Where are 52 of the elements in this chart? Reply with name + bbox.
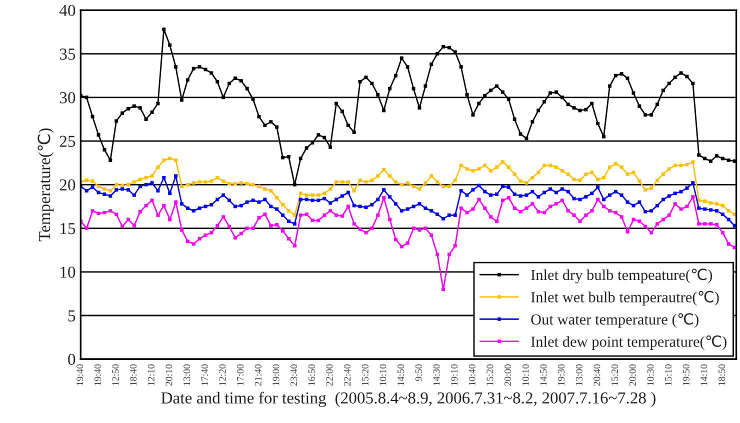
x-tick-label: 14:30	[433, 364, 440, 386]
x-tick-label: 10:30	[647, 364, 654, 386]
y-tick-label: 30	[60, 92, 76, 104]
x-tick-label: 10:10	[380, 364, 386, 386]
y-axis-title: Temperature(℃)	[38, 128, 54, 242]
legend-label: Inlet dew point temperature(℃)	[531, 335, 726, 350]
x-tick-label: 19:10	[451, 364, 458, 386]
x-tick-label: 12:10	[148, 364, 154, 386]
x-tick-label: 20:10	[166, 364, 172, 386]
x-axis-title: Date and time for testing (2005.8.4~8.9, 2006.7.31~8.2, 2007.7.16~7.28 )	[161, 392, 656, 408]
x-tick-label: 16:50	[308, 364, 315, 386]
x-tick-label: 19:40	[76, 364, 84, 386]
y-tick-label: 0	[68, 354, 76, 366]
y-tick-label: 25	[60, 136, 76, 147]
y-tick-label: 35	[60, 48, 76, 60]
x-tick-label: 18:50	[718, 364, 726, 386]
y-tick-label: 15	[60, 223, 76, 234]
x-tick-label: 18:40	[130, 364, 137, 386]
x-tick-label: 19:30	[558, 364, 565, 386]
x-tick-label: 14:50	[398, 364, 404, 386]
legend-label: Inlet wet bulb temperautre(℃)	[531, 290, 719, 306]
x-tick-label: 10:10	[522, 364, 529, 386]
x-tick-label: 14:10	[700, 364, 708, 386]
x-tick-label: 12:20	[219, 364, 226, 386]
x-tick-label: 22:40	[344, 364, 351, 386]
legend-label: Out water temperature (℃)	[531, 313, 698, 328]
x-tick-label: 17:00	[237, 364, 244, 386]
x-tick-label: 17:40	[201, 364, 208, 386]
x-tick-label: 15:20	[486, 364, 494, 386]
x-tick-label: 22:00	[326, 364, 333, 386]
x-tick-label: 10:40	[468, 364, 476, 386]
y-tick-label: 40	[59, 4, 76, 16]
x-tick-label: 19:50	[682, 364, 690, 386]
y-tick-label: 20	[60, 179, 76, 191]
x-tick-label: 19:00	[272, 364, 280, 386]
x-tick-label: 13:00	[576, 364, 582, 386]
x-tick-label: 21:40	[254, 364, 262, 386]
x-tick-label: 20:40	[594, 364, 600, 386]
x-tick-label: 19:40	[94, 364, 101, 386]
x-tick-label: 15:20	[612, 364, 618, 386]
x-tick-label: 12:50	[112, 364, 119, 386]
x-tick-label: 20:00	[504, 364, 512, 386]
y-tick-label: 10	[60, 266, 76, 278]
x-tick-label: 13:00	[184, 364, 190, 386]
x-tick-label: 14:50	[540, 364, 547, 386]
x-tick-label: 15:20	[362, 364, 368, 386]
x-tick-label: 15:10	[665, 364, 672, 386]
x-tick-label: 20:00	[629, 364, 636, 386]
x-tick-label: 9:50	[415, 364, 422, 381]
y-tick-label: 5	[68, 310, 76, 322]
x-tick-label: 23:40	[290, 364, 298, 386]
legend-label: Inlet dry bulb tempeature(℃)	[531, 268, 712, 284]
